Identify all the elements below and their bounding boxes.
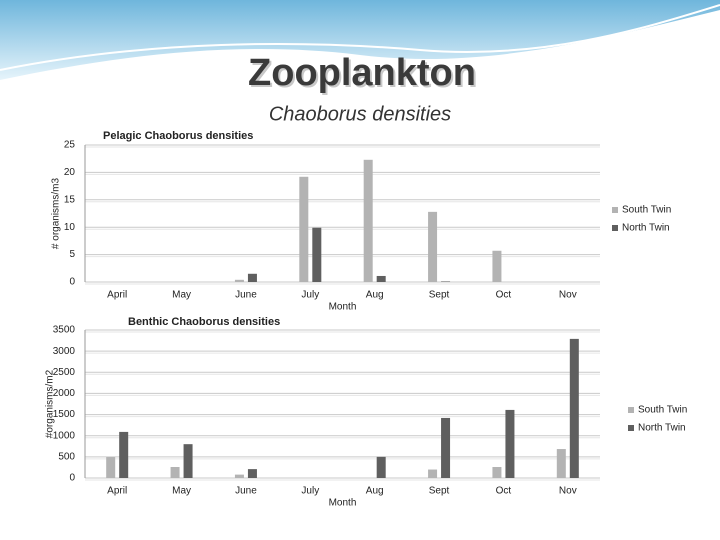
x-tick-label: July xyxy=(301,290,319,301)
legend-swatch xyxy=(628,425,634,431)
chart-title: Pelagic Chaoborus densities xyxy=(103,130,253,142)
y-tick-label: 15 xyxy=(64,194,76,205)
y-axis-label: # organisms/m3 xyxy=(51,177,62,249)
bar xyxy=(363,159,373,282)
y-tick-label: 0 xyxy=(69,473,75,484)
legend-label: South Twin xyxy=(622,205,671,216)
bar xyxy=(441,417,451,478)
y-tick-label: 25 xyxy=(64,140,76,151)
bar xyxy=(119,431,129,478)
bar xyxy=(247,469,257,478)
x-tick-label: May xyxy=(172,486,191,497)
x-tick-label: Nov xyxy=(559,290,577,301)
y-axis-label: #organisms/m2 xyxy=(45,369,56,438)
x-tick-label: April xyxy=(107,486,127,497)
bar xyxy=(376,275,386,282)
legend-label: North Twin xyxy=(622,223,670,234)
x-tick-label: June xyxy=(235,486,257,497)
y-tick-label: 5 xyxy=(69,249,75,260)
slide-title: Zooplankton xyxy=(248,52,476,94)
header-curve xyxy=(0,4,720,71)
x-tick-label: May xyxy=(172,290,191,301)
bar xyxy=(428,469,438,478)
x-tick-label: Nov xyxy=(559,486,577,497)
bar xyxy=(492,467,502,478)
legend-label: North Twin xyxy=(638,423,686,434)
x-tick-label: Aug xyxy=(366,486,384,497)
slide-subtitle: Chaoborus densities xyxy=(269,103,451,125)
header-wave xyxy=(0,0,720,80)
bar xyxy=(376,456,386,478)
y-tick-label: 0 xyxy=(69,277,75,288)
y-tick-label: 500 xyxy=(58,451,75,462)
x-tick-label: Oct xyxy=(496,486,512,497)
y-tick-label: 2500 xyxy=(53,367,76,378)
y-tick-label: 2000 xyxy=(53,388,76,399)
bar xyxy=(556,449,566,478)
y-tick-label: 3500 xyxy=(53,325,76,336)
bar xyxy=(441,281,451,282)
legend-label: South Twin xyxy=(638,405,687,416)
bar xyxy=(569,338,579,478)
x-tick-label: June xyxy=(235,290,257,301)
bar xyxy=(183,444,193,478)
bar xyxy=(234,279,244,282)
y-tick-label: 20 xyxy=(64,167,76,178)
legend-swatch xyxy=(612,225,618,231)
x-tick-label: April xyxy=(107,290,127,301)
y-tick-label: 3000 xyxy=(53,346,76,357)
bar xyxy=(505,409,515,478)
bar xyxy=(170,467,180,478)
y-tick-label: 10 xyxy=(64,222,76,233)
bar xyxy=(234,474,244,478)
x-axis-label: Month xyxy=(329,302,357,313)
x-tick-label: July xyxy=(301,486,319,497)
legend-swatch xyxy=(628,407,634,413)
bar xyxy=(299,176,309,282)
x-tick-label: Sept xyxy=(429,486,450,497)
x-axis-label: Month xyxy=(329,498,357,509)
chart-title: Benthic Chaoborus densities xyxy=(128,316,280,328)
bar xyxy=(247,273,257,282)
title-shadow: Zooplankton xyxy=(250,54,478,96)
y-tick-label: 1000 xyxy=(53,430,76,441)
x-tick-label: Sept xyxy=(429,290,450,301)
y-tick-label: 1500 xyxy=(53,409,76,420)
bar xyxy=(428,211,438,282)
bar xyxy=(492,250,502,282)
legend-swatch xyxy=(612,207,618,213)
bar xyxy=(106,457,116,478)
x-tick-label: Aug xyxy=(366,290,384,301)
bar xyxy=(312,227,322,282)
x-tick-label: Oct xyxy=(496,290,512,301)
